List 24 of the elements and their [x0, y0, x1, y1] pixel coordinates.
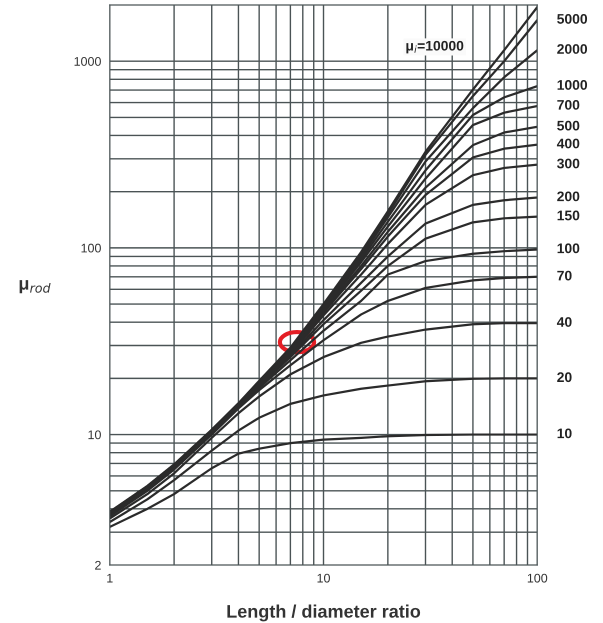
series-label: 300 — [557, 158, 580, 168]
y-axis-title: μ$_{rod}$ — [20, 280, 51, 294]
y-tick-label: 1000 — [74, 56, 101, 66]
annotation: μ$_{i}$=10000 — [406, 40, 464, 54]
x-axis-title: Length / diameter ratio — [227, 604, 420, 622]
y-tick-label: 100 — [82, 244, 101, 253]
series-label: 20 — [557, 372, 572, 382]
series-label: 500 — [557, 120, 580, 131]
series-label: 400 — [556, 138, 580, 148]
x-tick-label: 1 — [107, 574, 113, 582]
series-label: 700 — [557, 100, 580, 110]
series-label: 10 — [558, 428, 572, 438]
x-tick-label: 100 — [528, 574, 548, 583]
x-tick-label: 10 — [318, 574, 330, 583]
series-label: 2000 — [557, 44, 588, 54]
y-tick-label: 10 — [88, 430, 101, 440]
y-tick-label: 2 — [95, 560, 101, 570]
series-label: 150 — [558, 210, 580, 220]
series-label: 5000 — [557, 14, 588, 24]
series-label: 100 — [558, 243, 580, 254]
series-label: 200 — [557, 191, 580, 202]
series-label: 40 — [556, 317, 572, 327]
series-label: 1000 — [558, 80, 588, 90]
series-label: 70 — [557, 270, 572, 281]
